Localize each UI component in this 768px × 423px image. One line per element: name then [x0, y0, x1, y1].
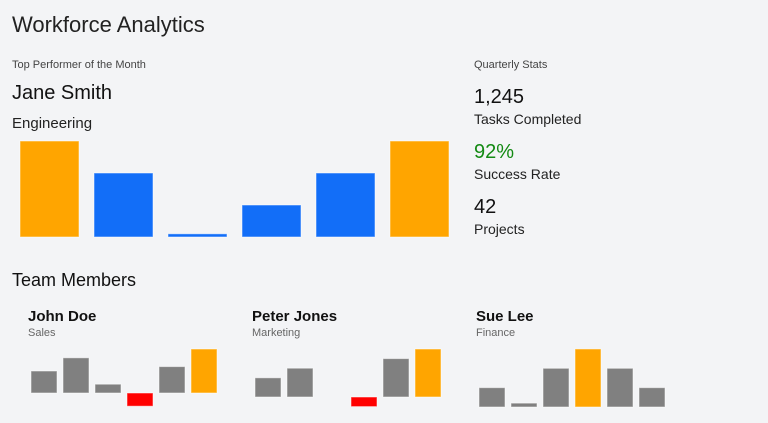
- member-name[interactable]: Sue Lee: [476, 308, 534, 325]
- bar: [19, 140, 80, 238]
- top-performer-department: Engineering: [12, 115, 93, 132]
- bar: [382, 358, 410, 398]
- bar: [542, 367, 570, 408]
- member-name[interactable]: John Doe: [28, 308, 97, 325]
- bar: [94, 383, 122, 394]
- member-department: Marketing: [252, 327, 301, 339]
- projects-label: Projects: [474, 221, 525, 237]
- bar: [414, 348, 442, 398]
- bar: [254, 377, 282, 398]
- top-performer-name: Jane Smith: [12, 82, 113, 104]
- tasks-completed-label: Tasks Completed: [474, 111, 582, 127]
- bar: [606, 367, 634, 408]
- success-rate-value: 92%: [474, 141, 515, 163]
- bar: [158, 366, 186, 394]
- projects-value: 42: [474, 196, 497, 218]
- member-department: Finance: [476, 327, 516, 339]
- bar: [126, 392, 154, 407]
- bar: [478, 387, 506, 408]
- bar: [286, 367, 314, 398]
- bar: [350, 396, 378, 408]
- top-performer-chart: [19, 140, 450, 238]
- bar: [638, 387, 666, 408]
- member-name[interactable]: Peter Jones: [252, 308, 338, 325]
- bar: [190, 348, 218, 394]
- tasks-completed-value: 1,245: [474, 86, 525, 108]
- team-members-title: Team Members: [12, 270, 137, 290]
- page-title: Workforce Analytics: [12, 12, 205, 37]
- bar: [574, 348, 602, 408]
- bar: [510, 402, 538, 408]
- bar: [62, 357, 90, 394]
- bar: [30, 370, 58, 394]
- bar: [389, 140, 450, 238]
- member-department: Sales: [28, 327, 56, 339]
- top-performer-label: Top Performer of the Month: [12, 59, 146, 71]
- bar: [167, 233, 228, 238]
- bar: [315, 172, 376, 238]
- bar: [93, 172, 154, 238]
- bar: [241, 204, 302, 238]
- quarterly-stats-label: Quarterly Stats: [474, 59, 548, 71]
- success-rate-label: Success Rate: [474, 166, 561, 182]
